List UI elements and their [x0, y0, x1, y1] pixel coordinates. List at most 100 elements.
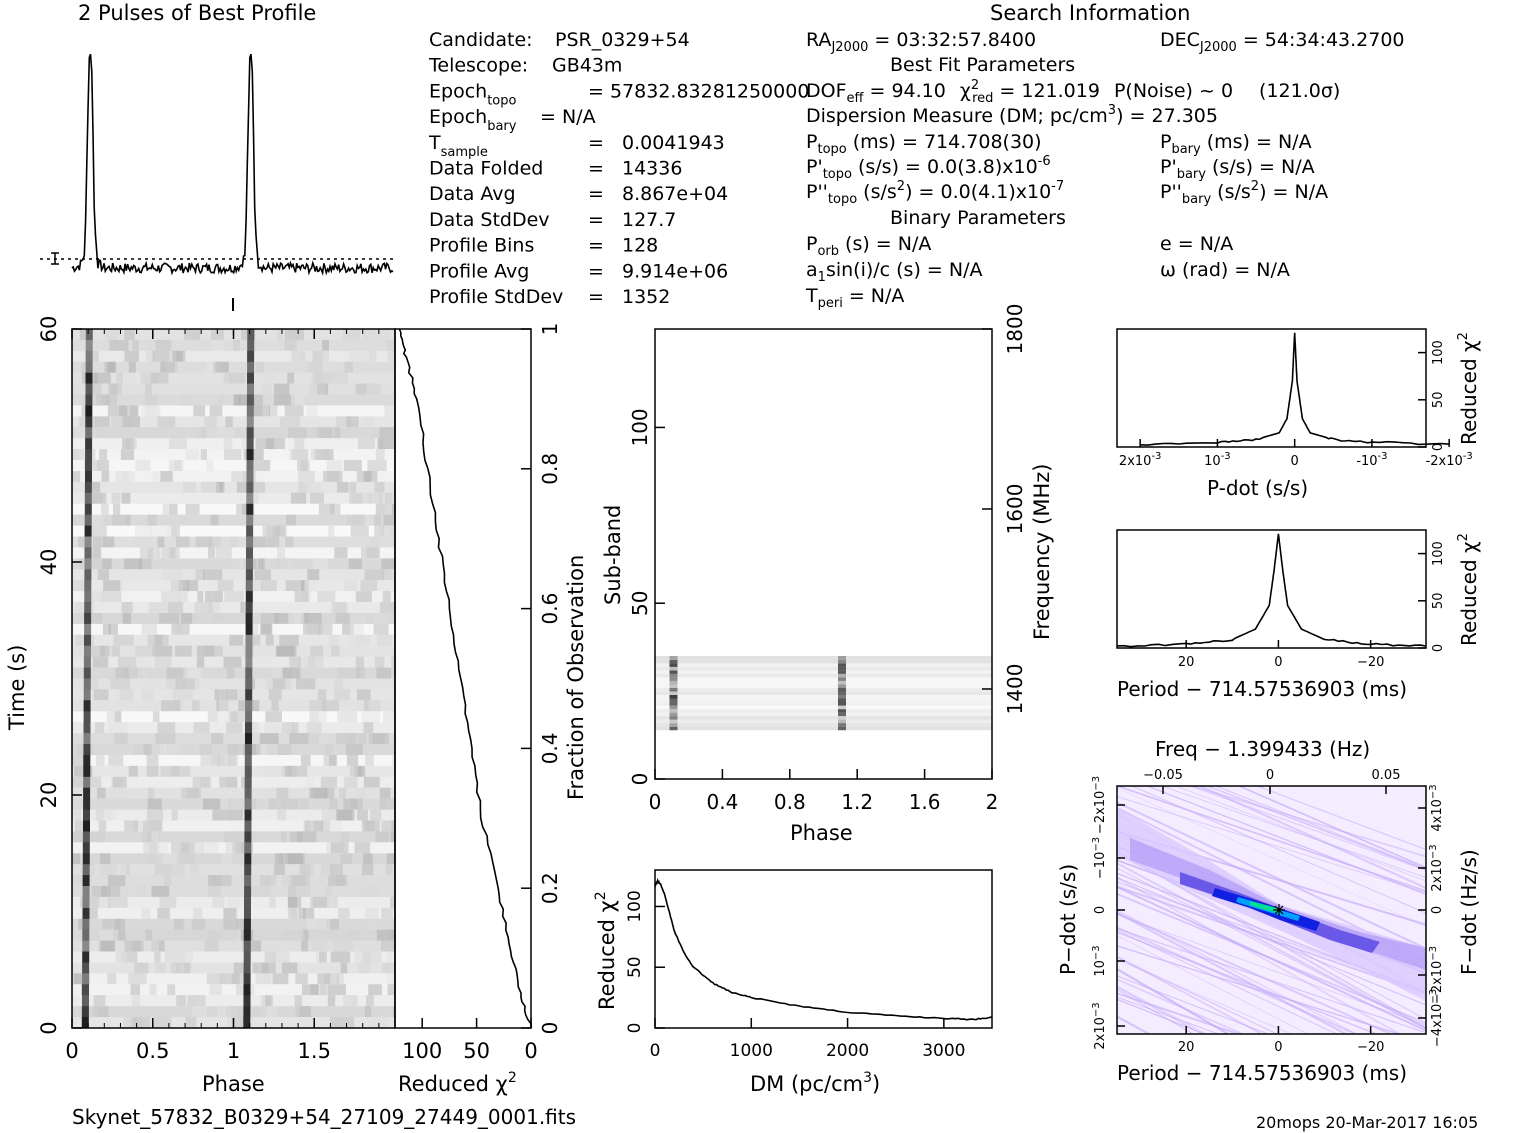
- plane-streak: [1117, 956, 1279, 1034]
- heat-speckle: [307, 918, 327, 930]
- x2-tick-label: 0: [1266, 768, 1274, 783]
- pulse-streak-1: [245, 667, 253, 679]
- heat-speckle: [187, 995, 198, 1007]
- pulse-streak-1: [245, 602, 253, 614]
- heat-speckle: [99, 449, 108, 460]
- subband-pulse: [669, 705, 678, 710]
- info-value-7: 127.7: [622, 209, 676, 231]
- pulse-streak-0: [83, 744, 91, 756]
- heat-speckle: [160, 471, 173, 482]
- subband-y2label: Frequency (MHz): [1030, 464, 1054, 640]
- heat-speckle: [314, 372, 334, 384]
- heat-speckle: [362, 416, 374, 428]
- pulse-streak-0: [82, 940, 90, 952]
- heat-speckle: [200, 449, 207, 460]
- subband-pulse: [838, 677, 846, 681]
- heat-speckle: [74, 820, 87, 832]
- dec-line: DECJ2000 = 54:34:43.2700: [1160, 29, 1405, 55]
- pulse-streak-0: [83, 798, 91, 810]
- y-tick-label: 2x10−3: [1091, 1002, 1108, 1049]
- heat-speckle: [250, 634, 261, 646]
- heat-speckle: [373, 623, 389, 635]
- heat-speckle: [155, 339, 172, 351]
- heat-speckle: [289, 733, 309, 744]
- heat-speckle: [317, 689, 327, 701]
- heat-speckle: [328, 634, 339, 646]
- heat-speckle: [337, 711, 358, 723]
- heat-row: [72, 602, 395, 614]
- heat-speckle: [199, 744, 213, 755]
- heat-speckle: [103, 809, 116, 821]
- x-tick-label: 0: [650, 1041, 661, 1061]
- heat-speckle: [233, 962, 245, 974]
- x-tick-label: 1: [227, 1039, 240, 1063]
- heat-speckle: [287, 896, 297, 908]
- heat-speckle: [289, 656, 301, 668]
- pulse-streak-0: [85, 449, 93, 461]
- heat-speckle: [320, 864, 333, 876]
- heat-speckle: [219, 700, 239, 712]
- heat-speckle: [160, 765, 180, 777]
- heat-speckle: [146, 940, 159, 952]
- heat-row: [72, 361, 395, 374]
- heat-speckle: [197, 591, 204, 602]
- plane-streak: [1117, 912, 1393, 1034]
- heat-speckle: [147, 514, 157, 526]
- heat-speckle: [294, 995, 303, 1007]
- x2-tick-label: −0.05: [1143, 768, 1183, 783]
- y-tick-label: 0.4: [538, 732, 562, 764]
- heat-speckle: [114, 918, 126, 930]
- heat-speckle: [121, 602, 133, 613]
- heat-speckle: [98, 820, 107, 832]
- pulse-streak-1: [246, 449, 254, 461]
- pulse-streak-1: [244, 896, 251, 909]
- heat-speckle: [378, 339, 387, 351]
- heat-speckle: [291, 722, 299, 734]
- heat-speckle: [271, 700, 279, 712]
- heat-speckle: [322, 339, 329, 351]
- subband-pulse: [669, 701, 678, 706]
- heat-speckle: [375, 831, 390, 843]
- search-title: Search Information: [990, 1, 1190, 25]
- heat-row: [72, 350, 395, 363]
- heat-speckle: [364, 569, 385, 581]
- subband-row: [655, 715, 992, 720]
- x-tick-label: 0.8: [774, 790, 806, 814]
- subband-pulse: [669, 673, 678, 678]
- heat-speckle: [375, 449, 385, 460]
- heat-speckle: [268, 405, 278, 417]
- heat-speckle: [109, 481, 127, 493]
- heat-speckle: [78, 536, 86, 548]
- heat-speckle: [206, 460, 214, 471]
- heat-row: [72, 558, 395, 570]
- plane-streak: [1117, 985, 1208, 1034]
- heat-row: [72, 951, 395, 963]
- heat-speckle: [249, 536, 267, 548]
- heat-speckle: [293, 361, 309, 373]
- heat-speckle: [134, 820, 149, 832]
- heat-speckle: [260, 613, 279, 624]
- subband-pulse: [669, 659, 678, 664]
- heat-speckle: [152, 711, 160, 723]
- heat-row: [72, 864, 395, 876]
- heat-speckle: [381, 558, 395, 570]
- best-fit-title: Best Fit Parameters: [890, 54, 1075, 76]
- heat-speckle: [339, 787, 346, 799]
- heat-speckle: [72, 471, 81, 482]
- heat-speckle: [207, 711, 218, 723]
- heat-speckle: [236, 481, 252, 493]
- pulse-streak-0: [83, 711, 91, 723]
- heat-row: [72, 678, 395, 690]
- subband-pulse: [838, 715, 846, 720]
- time-chi2-line: [398, 328, 533, 1029]
- heat-speckle: [265, 1006, 277, 1018]
- heat-speckle: [121, 951, 136, 963]
- pulse-streak-1: [243, 995, 251, 1007]
- y-tick-label: 0: [538, 1022, 562, 1035]
- heat-speckle: [143, 744, 152, 755]
- info-label-6: Data Avg: [429, 183, 516, 205]
- plane-streak: [1214, 786, 1426, 870]
- heat-speckle: [312, 350, 329, 362]
- heat-speckle: [108, 623, 118, 635]
- heat-speckle: [205, 842, 219, 854]
